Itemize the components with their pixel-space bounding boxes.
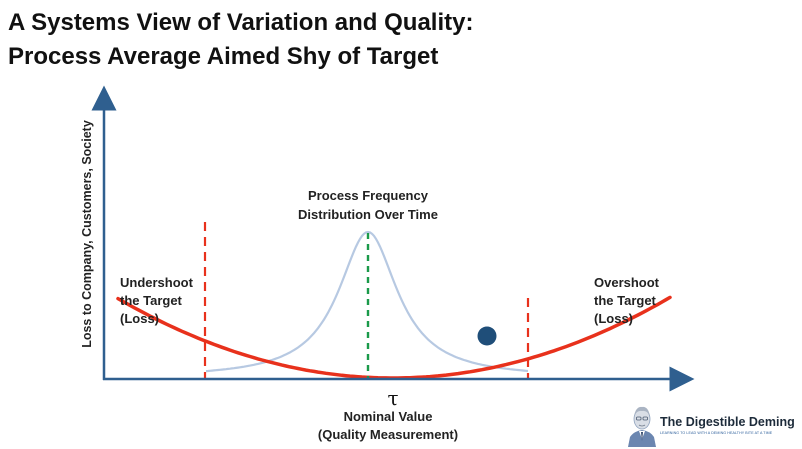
undershoot-label-line-2: the Target <box>120 293 183 308</box>
page-title: A Systems View of Variation and Quality:… <box>8 6 473 74</box>
brand-tagline: LEARNING TO LEAD WITH A DEMING HEALTHY B… <box>660 431 773 435</box>
loss-curve <box>116 295 672 380</box>
distribution-curve <box>205 230 529 373</box>
y-axis-label: Loss to Company, Customers, Society <box>80 120 94 348</box>
title-line-1: A Systems View of Variation and Quality: <box>8 9 474 36</box>
brand-name: The Digestible Deming <box>660 415 795 429</box>
distribution-label-line-1: Process Frequency <box>308 188 429 203</box>
overshoot-label-line-2: the Target <box>594 293 657 308</box>
brand-logo: The Digestible Deming LEARNING TO LEAD W… <box>626 400 802 448</box>
x-axis-label-line-1: Nominal Value <box>344 409 433 424</box>
overshoot-label-line-3: (Loss) <box>594 311 633 326</box>
target-symbol: τ <box>387 386 398 410</box>
process-marker-dot <box>477 326 497 346</box>
undershoot-label-line-3: (Loss) <box>120 311 159 326</box>
x-axis-label-line-2: (Quality Measurement) <box>318 427 458 442</box>
portrait-icon <box>628 406 656 447</box>
overshoot-label-line-1: Overshoot <box>594 275 660 290</box>
title-line-2: Process Average Aimed Shy of Target <box>8 43 439 70</box>
distribution-label-line-2: Distribution Over Time <box>298 207 438 222</box>
undershoot-label-line-1: Undershoot <box>120 275 194 290</box>
